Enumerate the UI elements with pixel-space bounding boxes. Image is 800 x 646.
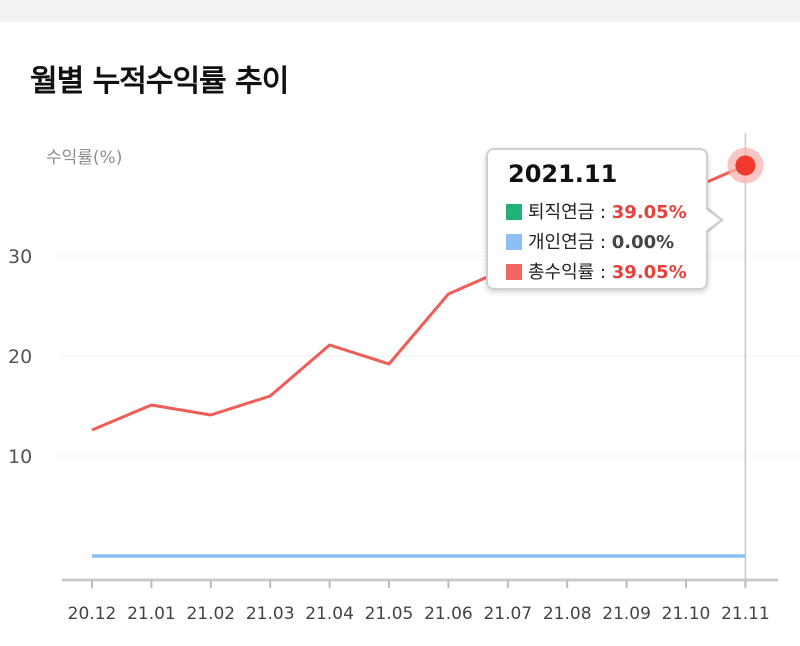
x-tick-label-21.06: 21.06 — [424, 604, 473, 624]
legend-swatch-retirement — [506, 204, 522, 220]
tooltip-arrow-fill — [704, 208, 720, 232]
x-tick-label-21.08: 21.08 — [543, 604, 592, 624]
tooltip-row-total: 총수익률 : 39.05% — [506, 258, 687, 284]
tooltip-label-total: 총수익률 — [528, 262, 595, 283]
tooltip: 2021.11 퇴직연금 : 39.05% 개인연금 : 0.00% 총수익률 … — [486, 148, 708, 290]
x-tick-label-21.09: 21.09 — [602, 604, 651, 624]
legend-swatch-personal — [506, 234, 522, 250]
x-tick-label-21.04: 21.04 — [305, 604, 354, 624]
tooltip-period: 2021.11 — [508, 160, 618, 188]
y-tick-label-10: 10 — [8, 446, 32, 468]
tooltip-value-total: 39.05% — [611, 262, 687, 283]
tooltip-row-personal: 개인연금 : 0.00% — [506, 228, 674, 254]
tooltip-row-retirement: 퇴직연금 : 39.05% — [506, 198, 687, 224]
tooltip-label-personal: 개인연금 — [528, 232, 595, 253]
tooltip-value-personal: 0.00% — [611, 232, 675, 253]
x-tick-label-21.10: 21.10 — [662, 604, 711, 624]
x-tick-label-21.05: 21.05 — [365, 604, 414, 624]
top-strip — [0, 0, 800, 22]
x-tick-label-21.01: 21.01 — [127, 604, 176, 624]
x-tick-label-21.02: 21.02 — [186, 604, 235, 624]
x-tick-label-21.11: 21.11 — [721, 604, 770, 624]
y-tick-label-30: 30 — [8, 246, 32, 268]
y-tick-label-20: 20 — [8, 346, 32, 368]
page-title: 월별 누적수익률 추이 — [30, 64, 289, 99]
y-axis-unit-label: 수익률(%) — [46, 148, 123, 168]
tooltip-label-retirement: 퇴직연금 — [528, 202, 595, 223]
x-tick-label-21.03: 21.03 — [246, 604, 295, 624]
x-tick-label-20.12: 20.12 — [68, 604, 117, 624]
legend-swatch-total — [506, 264, 522, 280]
highlight-point — [735, 155, 756, 176]
tooltip-value-retirement: 39.05% — [611, 202, 687, 223]
x-tick-label-21.07: 21.07 — [483, 604, 532, 624]
